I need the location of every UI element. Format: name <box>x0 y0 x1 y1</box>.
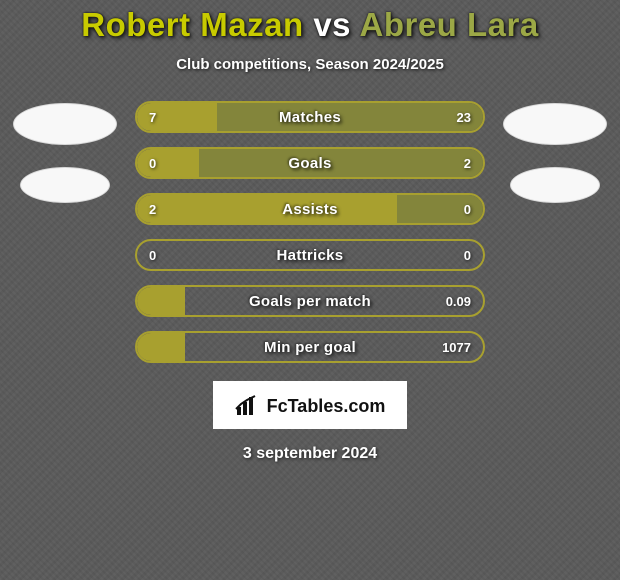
avatar-right-1 <box>503 103 607 145</box>
stat-label: Assists <box>137 195 483 223</box>
title-vs: vs <box>313 6 351 43</box>
stat-bar: 0.09Goals per match <box>135 285 485 317</box>
footer-badge: FcTables.com <box>213 381 408 429</box>
avatar-left-1 <box>13 103 117 145</box>
avatar-column-left <box>13 103 117 203</box>
stat-bar: 723Matches <box>135 101 485 133</box>
stat-label: Goals <box>137 149 483 177</box>
chart-area: 723Matches 02Goals 20Assists 00Hattricks 0.0… <box>0 101 620 363</box>
stat-bar: 02Goals <box>135 147 485 179</box>
date-text: 3 september 2024 <box>243 445 377 463</box>
chart-icon <box>235 395 259 417</box>
page-title: Robert Mazan vs Abreu Lara <box>81 6 538 44</box>
stat-bar: 20Assists <box>135 193 485 225</box>
avatar-right-2 <box>510 167 600 203</box>
title-player2: Abreu Lara <box>359 6 538 43</box>
stat-label: Min per goal <box>137 333 483 361</box>
stat-bar: 00Hattricks <box>135 239 485 271</box>
stat-label: Matches <box>137 103 483 131</box>
subtitle: Club competitions, Season 2024/2025 <box>176 56 444 73</box>
stat-label: Goals per match <box>137 287 483 315</box>
stat-label: Hattricks <box>137 241 483 269</box>
title-player1: Robert Mazan <box>81 6 303 43</box>
avatar-column-right <box>503 103 607 203</box>
stat-bar: 1077Min per goal <box>135 331 485 363</box>
footer-site-text: FcTables.com <box>267 396 386 417</box>
stat-bars: 723Matches 02Goals 20Assists 00Hattricks 0.0… <box>135 101 485 363</box>
avatar-left-2 <box>20 167 110 203</box>
content: Robert Mazan vs Abreu Lara Club competit… <box>0 0 620 580</box>
